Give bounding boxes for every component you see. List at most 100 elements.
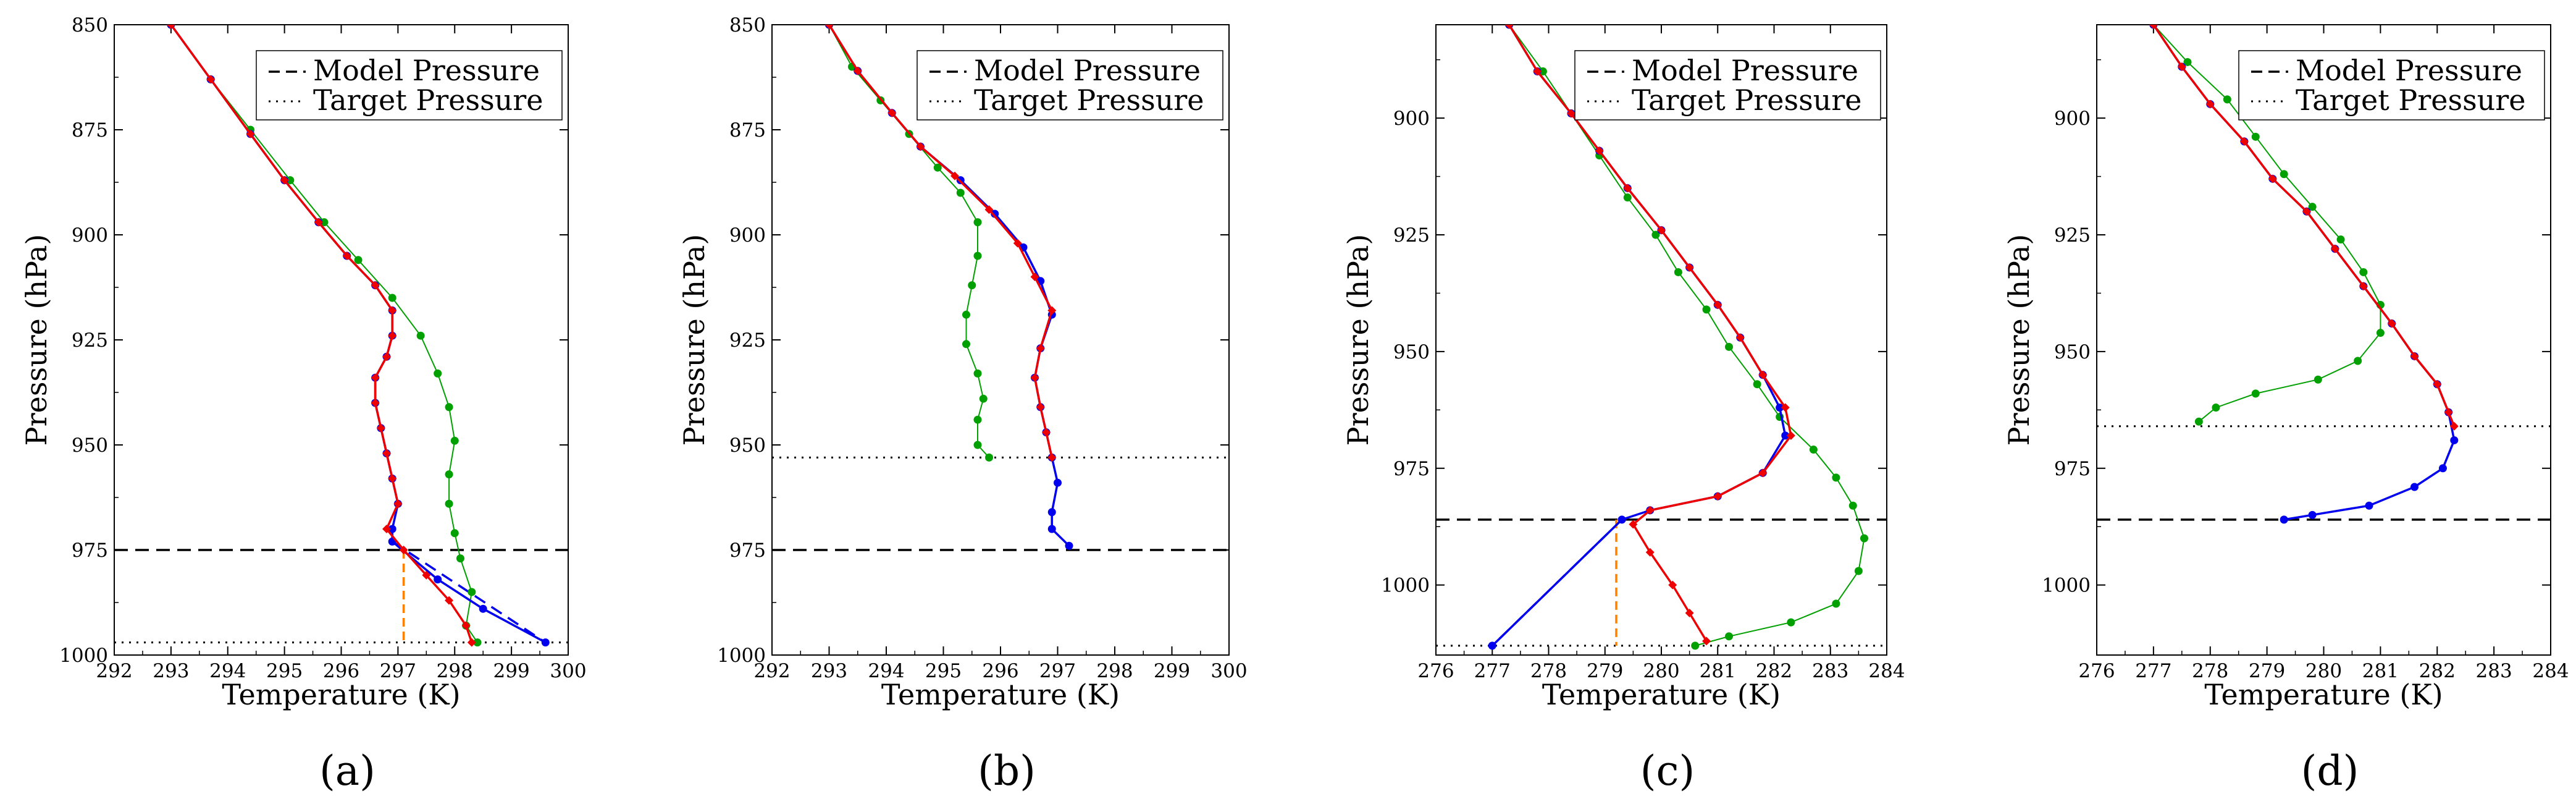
data-point-green bbox=[2314, 375, 2322, 384]
data-point-green bbox=[473, 638, 482, 647]
data-point-blue bbox=[479, 604, 487, 613]
x-tick-label: 276 bbox=[1417, 660, 1454, 682]
data-point-red bbox=[376, 423, 385, 433]
data-point-green bbox=[962, 340, 970, 349]
data-point-red bbox=[206, 75, 216, 84]
data-point-red bbox=[1042, 428, 1051, 437]
plot-area bbox=[772, 25, 1229, 551]
y-tick-label: 900 bbox=[72, 224, 108, 247]
data-point-red bbox=[382, 525, 391, 533]
data-point-red bbox=[2359, 282, 2368, 291]
data-point-green bbox=[979, 394, 988, 403]
x-tick-label: 279 bbox=[1587, 660, 1623, 682]
data-point-red bbox=[388, 306, 397, 315]
panel-label: (c) bbox=[1640, 747, 1695, 795]
data-point-red bbox=[2433, 379, 2442, 389]
y-axis-label: Pressure (hPa) bbox=[678, 234, 711, 446]
y-tick-label: 900 bbox=[729, 224, 766, 247]
data-point-blue bbox=[388, 525, 396, 533]
x-tick-label: 280 bbox=[2305, 660, 2342, 682]
x-tick-label: 292 bbox=[96, 660, 132, 682]
data-point-red bbox=[887, 108, 897, 117]
x-tick-label: 284 bbox=[2532, 660, 2569, 682]
data-point-green bbox=[1854, 567, 1863, 575]
y-tick-label: 950 bbox=[2054, 341, 2091, 363]
data-point-red bbox=[2449, 421, 2459, 431]
data-point-green bbox=[1832, 599, 1840, 608]
x-tick-label: 293 bbox=[153, 660, 189, 682]
data-point-red bbox=[1713, 300, 1722, 310]
data-point-red bbox=[1758, 370, 1768, 379]
x-tick-label: 292 bbox=[753, 660, 790, 682]
legend-target-label: Target Pressure bbox=[1632, 83, 1862, 117]
data-point-red bbox=[1786, 431, 1795, 440]
data-point-red bbox=[950, 171, 959, 180]
data-point-red bbox=[371, 373, 380, 383]
data-point-green bbox=[468, 588, 476, 596]
data-point-blue bbox=[1776, 404, 1784, 412]
x-tick-label: 283 bbox=[1812, 660, 1848, 682]
data-point-green bbox=[445, 499, 453, 508]
data-point-red bbox=[314, 218, 323, 227]
data-point-red bbox=[2387, 319, 2396, 328]
data-point-green bbox=[1725, 632, 1733, 641]
data-point-red bbox=[388, 331, 397, 340]
y-tick-label: 875 bbox=[729, 119, 766, 142]
x-tick-label: 281 bbox=[2362, 660, 2399, 682]
data-point-green bbox=[973, 415, 982, 424]
data-point-blue bbox=[2365, 501, 2373, 510]
data-point-blue bbox=[1047, 508, 1056, 517]
x-tick-label: 277 bbox=[1474, 660, 1511, 682]
data-point-red bbox=[1030, 373, 1039, 383]
data-point-red bbox=[1735, 333, 1745, 342]
data-point-green bbox=[1809, 446, 1818, 454]
x-axis-label: Temperature (K) bbox=[1542, 678, 1781, 711]
y-tick-label: 975 bbox=[1393, 458, 1430, 480]
data-point-green bbox=[973, 252, 982, 260]
x-tick-label: 298 bbox=[1096, 660, 1133, 682]
data-point-red bbox=[1668, 580, 1677, 590]
x-tick-label: 295 bbox=[266, 660, 303, 682]
data-point-red bbox=[382, 449, 391, 458]
data-point-green bbox=[2359, 268, 2368, 276]
legend-model-label: Model Pressure bbox=[2296, 54, 2522, 87]
x-tick-label: 300 bbox=[1210, 660, 1247, 682]
data-point-red bbox=[2302, 207, 2311, 216]
data-point-green bbox=[1860, 534, 1868, 543]
data-point-green bbox=[2194, 417, 2203, 426]
y-tick-label: 1000 bbox=[59, 645, 108, 667]
data-point-blue bbox=[2280, 515, 2288, 524]
legend-target-label: Target Pressure bbox=[974, 83, 1204, 117]
x-axis-label: Temperature (K) bbox=[881, 678, 1120, 711]
data-point-red bbox=[399, 546, 408, 554]
x-tick-label: 280 bbox=[1643, 660, 1679, 682]
y-tick-label: 850 bbox=[729, 14, 766, 36]
data-point-red bbox=[2205, 99, 2215, 109]
y-axis-label: Pressure (hPa) bbox=[1341, 234, 1375, 446]
data-point-red bbox=[1645, 548, 1655, 557]
y-tick-label: 925 bbox=[72, 329, 108, 352]
data-point-red bbox=[280, 176, 289, 185]
extrapolation-line bbox=[392, 540, 547, 644]
data-point-red bbox=[342, 252, 351, 260]
plot-area bbox=[1436, 25, 1887, 650]
data-point-red bbox=[1013, 239, 1022, 248]
legend-model-label: Model Pressure bbox=[1632, 54, 1858, 87]
data-point-red bbox=[388, 474, 397, 483]
data-point-green bbox=[1651, 230, 1660, 239]
data-point-red bbox=[2149, 25, 2158, 29]
data-point-green bbox=[985, 453, 993, 462]
data-point-green bbox=[2251, 389, 2260, 398]
y-tick-label: 975 bbox=[729, 539, 766, 562]
data-point-red bbox=[1685, 609, 1694, 617]
y-tick-label: 925 bbox=[2054, 224, 2091, 247]
panel-label: (a) bbox=[319, 747, 375, 795]
data-point-red bbox=[1047, 306, 1057, 315]
data-point-green bbox=[1702, 305, 1711, 314]
data-point-green bbox=[1538, 67, 1547, 76]
data-point-green bbox=[456, 554, 464, 563]
data-point-green bbox=[1753, 380, 1761, 389]
